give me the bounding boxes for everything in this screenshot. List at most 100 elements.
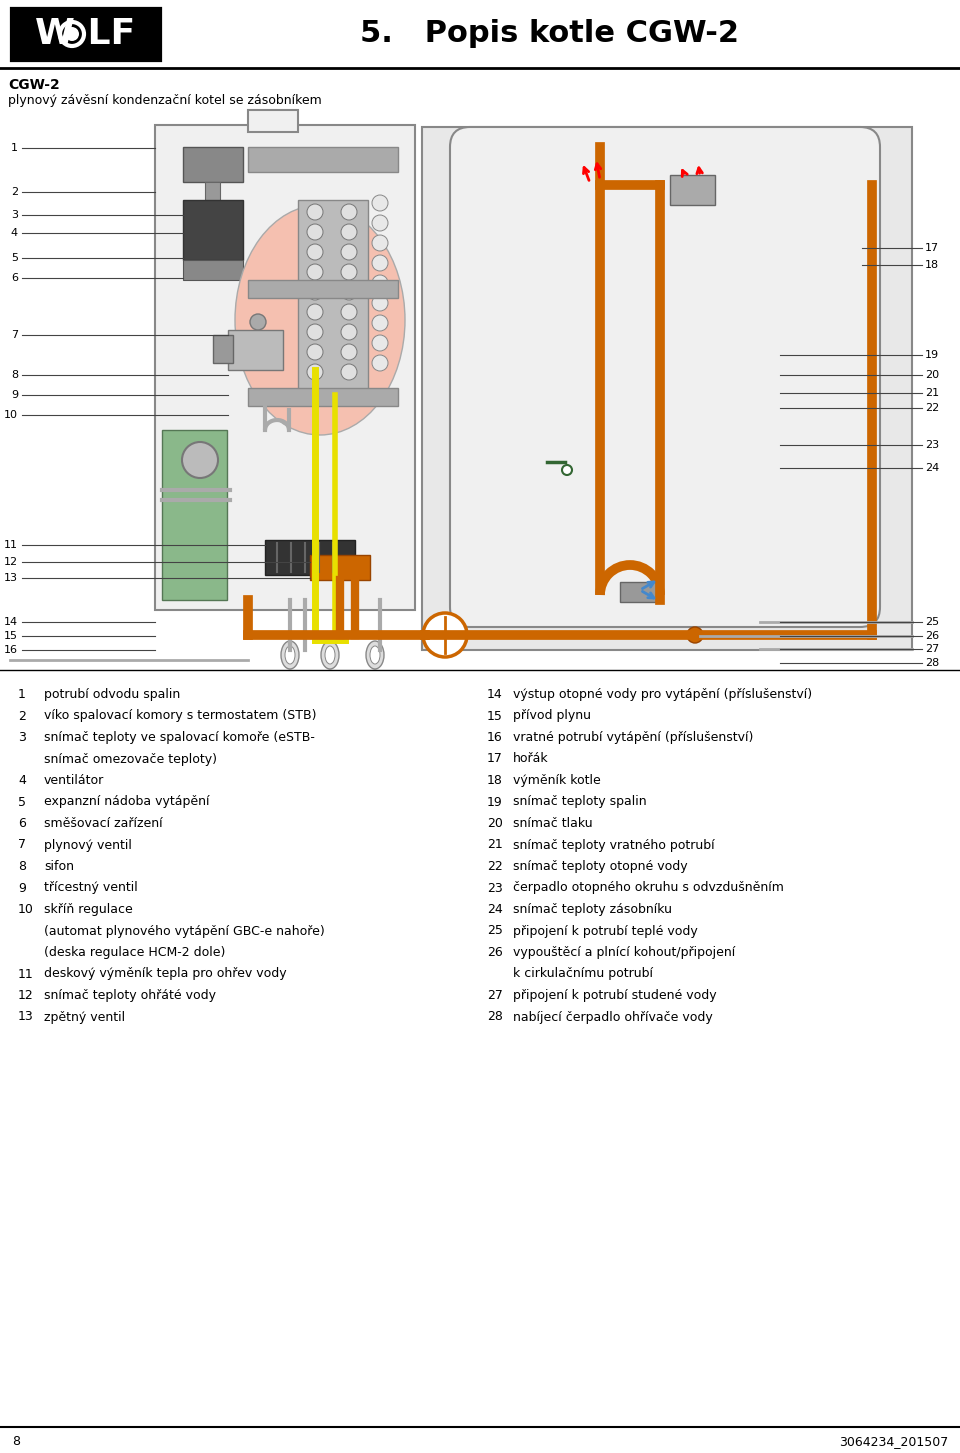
Text: 5: 5 [18,795,26,808]
Text: snímač teploty ohřáté vody: snímač teploty ohřáté vody [44,989,216,1003]
Text: 23: 23 [925,440,939,450]
Text: 18: 18 [925,260,939,270]
Circle shape [341,244,357,260]
Text: snímač tlaku: snímač tlaku [513,817,592,830]
Text: 4: 4 [11,228,18,238]
Text: 16: 16 [487,731,503,744]
Text: výměník kotle: výměník kotle [513,774,601,788]
Text: plynový ventil: plynový ventil [44,838,132,851]
Text: 7: 7 [18,838,26,851]
Bar [162,430,227,600]
Circle shape [307,304,323,320]
Bar [670,174,715,205]
Circle shape [372,254,388,272]
Text: 15: 15 [487,709,503,722]
Bar [8,4,163,62]
Text: 9: 9 [11,389,18,400]
Bar [248,147,398,171]
Text: 26: 26 [925,631,939,641]
Circle shape [307,283,323,299]
Text: 28: 28 [487,1010,503,1023]
Text: plynový závěsní kondenzační kotel se zásobníkem: plynový závěsní kondenzační kotel se zás… [8,94,322,108]
Ellipse shape [321,641,339,668]
Text: 13: 13 [4,572,18,583]
Text: 3: 3 [18,731,26,744]
Circle shape [372,275,388,291]
Bar [422,126,912,649]
Circle shape [182,442,218,478]
Bar [620,583,660,602]
Text: 14: 14 [4,618,18,628]
Ellipse shape [285,647,295,664]
Text: 11: 11 [18,968,34,981]
Circle shape [341,224,357,240]
Text: zpětný ventil: zpětný ventil [44,1010,125,1023]
Text: 25: 25 [487,924,503,937]
Text: vypouštěcí a plnící kohout/připojení: vypouštěcí a plnící kohout/připojení [513,946,735,959]
Text: 2: 2 [18,709,26,722]
Text: 1: 1 [11,142,18,153]
Circle shape [307,365,323,381]
Bar [228,330,283,371]
Circle shape [341,324,357,340]
Text: 2: 2 [11,187,18,198]
Text: 5.   Popis kotle CGW-2: 5. Popis kotle CGW-2 [361,19,739,48]
Text: (deska regulace HCM-2 dole): (deska regulace HCM-2 dole) [44,946,226,959]
Text: 10: 10 [4,410,18,420]
Text: deskový výměník tepla pro ohřev vody: deskový výměník tepla pro ohřev vody [44,968,287,981]
Circle shape [307,324,323,340]
Text: 24: 24 [925,464,939,474]
Text: 12: 12 [18,989,34,1003]
Ellipse shape [281,641,299,668]
Text: 6: 6 [18,817,26,830]
Text: 17: 17 [487,753,503,766]
Text: 17: 17 [925,243,939,253]
Text: 9: 9 [18,882,26,895]
Text: 16: 16 [4,645,18,655]
Text: víko spalovací komory s termostatem (STB): víko spalovací komory s termostatem (STB… [44,709,317,722]
Text: 19: 19 [487,795,503,808]
Text: 7: 7 [11,330,18,340]
Circle shape [562,465,572,475]
Bar [248,280,398,298]
Text: 22: 22 [925,402,939,413]
Text: 21: 21 [925,388,939,398]
Bar [183,201,243,260]
Bar [298,201,368,395]
Text: 8: 8 [11,371,18,381]
Text: 20: 20 [487,817,503,830]
Text: 11: 11 [4,541,18,551]
Text: 18: 18 [487,774,503,788]
Text: 10: 10 [18,902,34,915]
Bar [213,336,233,363]
Circle shape [372,295,388,311]
Text: 1: 1 [18,689,26,700]
Text: sifon: sifon [44,860,74,873]
Text: 26: 26 [487,946,503,959]
Bar [155,125,415,610]
Text: 24: 24 [487,902,503,915]
Bar [248,110,298,132]
Circle shape [341,203,357,219]
Text: (automat plynového vytápění GBC-e nahoře): (automat plynového vytápění GBC-e nahoře… [44,924,324,937]
Text: skříň regulace: skříň regulace [44,902,132,915]
Circle shape [307,224,323,240]
Text: snímač teploty vratného potrubí: snímač teploty vratného potrubí [513,838,714,851]
Text: nabíjecí čerpadlo ohřívače vody: nabíjecí čerpadlo ohřívače vody [513,1010,712,1023]
Text: 14: 14 [487,689,503,700]
Text: snímač teploty spalin: snímač teploty spalin [513,795,647,808]
Text: 20: 20 [925,371,939,381]
Text: hořák: hořák [513,753,548,766]
Circle shape [307,264,323,280]
Circle shape [307,203,323,219]
Text: snímač teploty otopné vody: snímač teploty otopné vody [513,860,687,873]
Circle shape [307,344,323,360]
Circle shape [372,195,388,211]
Bar [205,182,220,202]
Circle shape [341,365,357,381]
Circle shape [250,314,266,330]
Text: 8: 8 [18,860,26,873]
Text: 4: 4 [18,774,26,788]
Text: 28: 28 [925,658,939,668]
Text: 13: 13 [18,1010,34,1023]
